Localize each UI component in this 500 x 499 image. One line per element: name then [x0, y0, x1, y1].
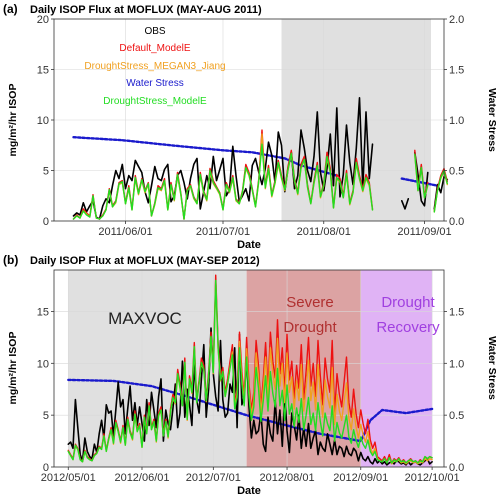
tick-label-y2-1.5: 1.5 — [449, 65, 464, 77]
tick-label-y-0: 0 — [43, 216, 49, 228]
series-droughtstress-modele-0 — [72, 143, 374, 220]
panel-a-ticks: 0 5 10 15 20 0.0 0.5 1.0 1.5 2.0 2011/06/01 2011/07… — [37, 14, 465, 238]
annotation-drought: Drought — [283, 319, 337, 336]
panel-b-annotations: MAXVOC Severe Drought Drought Recovery — [108, 294, 440, 336]
legend-droughtstress-modele: DroughtStress_ModelE — [103, 96, 207, 107]
tick-label-y-15: 15 — [37, 306, 49, 318]
annotation-maxvoc: MAXVOC — [108, 309, 182, 328]
panel-b-ylabel: mg/m²/hr ISOP — [7, 332, 19, 405]
panel-b-shading — [68, 270, 433, 467]
panel-b-frame — [53, 269, 445, 468]
panel-b-title: Daily ISOP Flux at MOFLUX (MAY-SEP 2012) — [30, 255, 260, 267]
series-obs-0 — [67, 327, 433, 466]
panel-a-xlabel: Date — [237, 239, 261, 251]
tick-label-x-2011-09-01: 2011/09/01 — [397, 226, 451, 238]
annotation-recovery: Recovery — [376, 319, 440, 336]
panel-a-legend: OBS Default_ModelE DroughtStress_MEGAN3_… — [84, 26, 225, 107]
tick-label-y2-0.5: 0.5 — [449, 166, 464, 178]
tick-label-x-2012-07-01: 2012/07/01 — [186, 472, 241, 484]
tick-label-x-2012-05-01: 2012/05/01 — [41, 472, 96, 484]
panel-b-ticks: 0 5 10 15 0.0 0.5 1.0 1.5 2012/05/01 2012/06/01 20… — [37, 306, 465, 484]
tick-label-y2-0.0: 0.0 — [449, 462, 464, 474]
tick-label-x-2012-10-01: 2012/10/01 — [405, 472, 460, 484]
tick-label-y-20: 20 — [37, 14, 49, 26]
panel-b-y2label: Water Stress — [486, 336, 498, 400]
tick-label-y-0: 0 — [43, 462, 49, 474]
panel-a-series — [72, 97, 449, 220]
panel-a-ylabel: mg/m²/hr ISOP — [7, 84, 19, 157]
tick-label-y2-1.5: 1.5 — [449, 306, 464, 318]
annotation-drought-2: Drought — [381, 294, 435, 311]
tick-label-x-2012-06-01: 2012/06/01 — [114, 472, 169, 484]
annotation-severe: Severe — [286, 294, 334, 311]
panel-a-title: Daily ISOP Flux at MOFLUX (MAY-AUG 2011) — [30, 4, 262, 16]
legend-default-modele: Default_ModelE — [119, 43, 190, 54]
tick-label-y-10: 10 — [37, 115, 49, 127]
series-droughtstress-modele-0 — [67, 279, 433, 464]
tick-label-y-10: 10 — [37, 358, 49, 370]
tick-label-x-2012-08-01: 2012/08/01 — [260, 472, 315, 484]
tick-label-x-2011-08-01: 2011/08/01 — [297, 226, 351, 238]
series-droughtstress-modele-2 — [433, 169, 448, 213]
tick-label-y-15: 15 — [37, 65, 49, 77]
panel-b: (b) Daily ISOP Flux at MOFLUX (MAY-SEP 2… — [3, 253, 498, 497]
panel-a: (a) Daily ISOP Flux at MOFLUX (MAY-AUG 2… — [3, 2, 498, 251]
panel-b-xlabel: Date — [237, 485, 261, 497]
series-obs-1 — [401, 198, 410, 210]
legend-megan3: DroughtStress_MEGAN3_Jiang — [84, 61, 225, 72]
panel-b-series — [67, 274, 433, 466]
panel-a-y2label: Water Stress — [486, 88, 498, 152]
panel-b-label: (b) — [3, 253, 18, 267]
shade-purple-2 — [360, 270, 433, 467]
tick-label-y2-1.0: 1.0 — [449, 358, 464, 370]
tick-label-x-2011-06-01: 2011/06/01 — [98, 226, 152, 238]
tick-label-y-5: 5 — [43, 166, 49, 178]
tick-label-y2-0.5: 0.5 — [449, 410, 464, 422]
series-droughtstress-modele-1 — [414, 153, 429, 199]
legend-obs: OBS — [144, 26, 165, 37]
legend-water-stress: Water Stress — [126, 78, 183, 89]
tick-label-y-5: 5 — [43, 410, 49, 422]
tick-label-y2-2.0: 2.0 — [449, 14, 464, 26]
tick-label-x-2012-09-01: 2012/09/01 — [333, 472, 388, 484]
tick-label-y2-0.0: 0.0 — [449, 216, 464, 228]
panel-a-label: (a) — [3, 2, 18, 16]
tick-label-x-2011-07-01: 2011/07/01 — [196, 226, 250, 238]
tick-label-y2-1.0: 1.0 — [449, 115, 464, 127]
